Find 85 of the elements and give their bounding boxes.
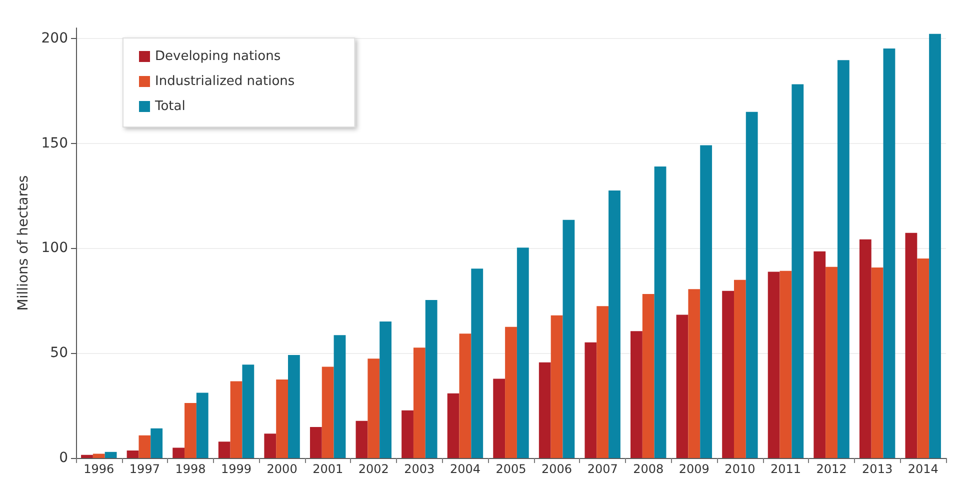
y-tick-label: 100: [41, 240, 68, 256]
x-tick-label: 2000: [266, 462, 298, 476]
x-tick-label: 2013: [862, 462, 893, 476]
bar: [334, 335, 346, 458]
bar: [538, 362, 551, 458]
x-tick-label: 2007: [587, 462, 618, 476]
bar: [493, 378, 506, 458]
x-tick-label: 1997: [129, 462, 160, 476]
bar: [905, 232, 918, 458]
x-tick-label: 2014: [908, 462, 938, 476]
bar: [81, 454, 93, 458]
bar: [264, 434, 276, 458]
bar: [288, 355, 300, 458]
x-tick-label: 2002: [358, 462, 389, 476]
bar: [734, 280, 746, 458]
bar: [218, 442, 230, 458]
bar: [310, 426, 322, 458]
y-tick-label: 200: [41, 30, 68, 46]
bar: [471, 268, 484, 458]
bar: [138, 435, 151, 458]
bar: [792, 84, 804, 458]
bar: [722, 290, 734, 458]
bar: [380, 321, 392, 458]
bar: [688, 289, 700, 458]
bar: [447, 393, 460, 458]
bar: [859, 239, 872, 458]
x-tick-label: 1999: [220, 462, 252, 476]
bar: [676, 314, 688, 458]
bar: [276, 380, 288, 458]
bar: [654, 166, 666, 458]
bar: [505, 326, 517, 458]
x-tick-label: 2004: [450, 462, 480, 476]
x-tick-label: 2012: [816, 462, 847, 476]
bar: [126, 450, 139, 458]
bar: [562, 220, 575, 458]
bar: [871, 268, 884, 458]
bar: [642, 294, 654, 458]
bar: [550, 315, 563, 458]
legend-label: Industrialized nations: [155, 74, 295, 89]
legend-label: Total: [154, 99, 186, 114]
x-tick-label: 2006: [542, 462, 572, 476]
bar: [826, 266, 838, 458]
bar: [837, 60, 850, 458]
bar: [516, 248, 529, 458]
x-tick-label: 2009: [678, 462, 710, 476]
bar: [608, 190, 620, 458]
bar: [700, 145, 712, 458]
x-tick-label: 2001: [312, 462, 344, 476]
bar: [150, 428, 163, 458]
legend-label: Developing nations: [155, 49, 281, 64]
bar: [322, 366, 334, 458]
bar: [242, 364, 254, 458]
y-tick-label: 50: [50, 345, 68, 362]
bar: [425, 300, 438, 458]
x-tick-label: 2010: [724, 462, 756, 476]
bar: [356, 420, 368, 458]
x-tick-label: 1998: [175, 462, 206, 476]
bar: [584, 342, 597, 458]
x-tick-label: 2005: [496, 462, 526, 476]
bar: [413, 348, 426, 458]
bar: [184, 403, 196, 458]
bar: [630, 331, 642, 458]
bar: [780, 270, 792, 458]
bar: [92, 454, 105, 458]
bar: [883, 48, 896, 458]
bar: [402, 410, 414, 458]
bar: [172, 448, 185, 458]
bar: [104, 452, 117, 458]
x-tick-label: 1996: [84, 462, 114, 476]
bar: [368, 358, 380, 458]
y-tick-label: 0: [59, 450, 68, 466]
bar: [917, 258, 930, 458]
bar: [459, 334, 472, 458]
bar: [596, 306, 609, 458]
bar: [746, 112, 758, 458]
bar: [768, 272, 780, 458]
bar: [196, 392, 208, 458]
y-axis-title: Millions of hectares: [15, 175, 32, 311]
bar: [814, 251, 826, 458]
bar: [929, 34, 941, 458]
x-tick-label: 2011: [770, 462, 802, 476]
y-tick-label: 150: [41, 135, 68, 152]
bar: [230, 381, 242, 458]
x-tick-label: 2008: [633, 462, 664, 476]
x-tick-label: 2003: [404, 462, 435, 476]
